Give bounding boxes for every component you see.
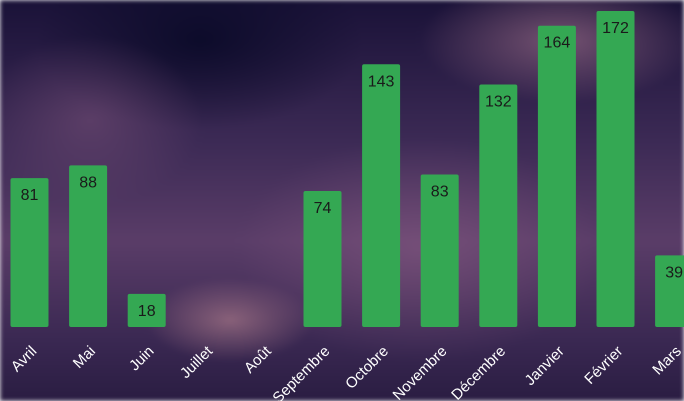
category-label-5: Septembre [269,343,333,401]
category-label-6: Octobre [342,343,392,393]
bar-2 [127,293,166,327]
value-label-2: 18 [138,303,156,320]
value-label-7: 83 [431,184,449,201]
value-label-8: 132 [485,93,512,110]
category-label-8: Décembre [448,343,509,401]
category-label-2: Juin [126,343,157,374]
bar-6 [362,64,401,328]
value-label-0: 81 [21,187,39,204]
value-label-11: 39 [665,264,683,281]
bar-10 [596,11,635,327]
bar-1 [69,165,108,327]
value-label-1: 88 [79,174,97,191]
bar-8 [479,84,518,327]
category-label-10: Février [581,343,626,388]
category-label-0: Avril [8,343,40,375]
bar-9 [537,25,576,328]
category-label-9: Janvier [522,343,568,389]
category-label-7: Novembre [390,343,451,401]
category-label-3: Juillet [177,342,217,382]
category-label-11: Mars [649,343,684,379]
bar-5 [303,191,342,327]
bar-0 [10,178,49,327]
value-label-6: 143 [368,73,395,90]
category-label-1: Mai [70,343,99,372]
value-label-10: 172 [602,20,629,37]
value-label-5: 74 [314,200,332,217]
bar-11 [655,255,684,327]
value-label-9: 164 [544,35,571,52]
category-label-4: Août [241,342,275,376]
bar-7 [420,174,459,327]
